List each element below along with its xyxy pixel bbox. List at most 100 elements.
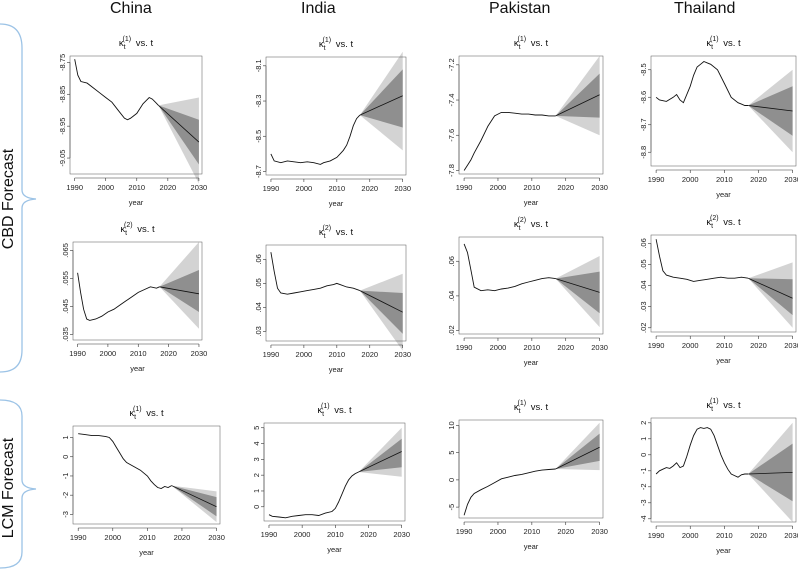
x-axis-label: year <box>524 198 539 207</box>
title-sub: t <box>134 414 136 421</box>
y-tick-label: 10 <box>447 421 456 429</box>
y-tick-label: .04 <box>254 302 263 312</box>
panel-china-cbd: κt(2) vs. t .035 .045 .055 .065 1990 2000 2010 2… <box>61 222 207 373</box>
y-tick-label: .05 <box>639 259 648 269</box>
x-tick-label: 2030 <box>208 533 225 542</box>
x-tick-label: 2000 <box>294 530 311 539</box>
x-tick-label: 2020 <box>750 341 767 350</box>
panel-thailand-cbd: κt(2) vs. t .02 .03 .04 .05 .06 1990 2000 2010 20… <box>639 215 798 365</box>
y-tick-label: -3 <box>639 499 648 506</box>
title-kappa: κ <box>706 217 711 228</box>
y-tick-label: -1 <box>61 473 70 480</box>
y-tick-label: -7.4 <box>447 94 456 107</box>
x-tick-label: 2020 <box>557 183 574 192</box>
forecast-band-inner <box>159 270 199 312</box>
title-rest: vs. t <box>528 402 548 413</box>
title-sup: (1) <box>321 403 330 410</box>
title-sup: (1) <box>518 400 527 407</box>
y-tick-label: -5 <box>447 504 456 511</box>
history-line <box>77 272 160 321</box>
x-tick-label: 2000 <box>490 343 507 352</box>
forecast-median-line <box>358 451 402 473</box>
history-line <box>463 243 556 292</box>
forecast-median-line <box>555 278 600 293</box>
x-tick-label: 2030 <box>191 349 208 358</box>
y-tick-label: 4 <box>252 441 261 445</box>
x-tick-label: 2000 <box>490 183 507 192</box>
forecast-band-inner <box>359 69 403 128</box>
x-axis-label: year <box>524 358 539 367</box>
x-tick-label: 1990 <box>456 183 473 192</box>
x-axis-label: year <box>139 548 154 557</box>
y-tick-label: .06 <box>254 254 263 264</box>
y-tick-label: 1 <box>252 489 261 493</box>
forecast-median-line <box>748 105 793 112</box>
title-rest: vs. t <box>333 39 353 50</box>
y-tick-label: -8.5 <box>254 130 263 143</box>
y-tick-label: 0 <box>639 453 648 457</box>
panel-china-lcm: κt(1) vs. t 1 0 -1 -2 -3 1990 2000 2010 2020 2030 y… <box>61 406 225 557</box>
title-kappa: κ <box>706 38 711 49</box>
title-kappa: κ <box>514 38 519 49</box>
x-tick-label: 1990 <box>261 530 278 539</box>
y-tick-label: -3 <box>61 511 70 518</box>
forecast-band-inner <box>748 278 793 316</box>
cbd-bracket <box>0 23 37 373</box>
x-tick-label: 2030 <box>591 343 608 352</box>
x-tick-label: 2030 <box>394 184 411 193</box>
panel-title: κt(2) vs. t <box>120 222 155 237</box>
plot-frame <box>72 241 203 341</box>
forecast-median-line <box>748 472 793 475</box>
y-tick-label: -8.5 <box>639 63 648 76</box>
plot-frame <box>72 425 221 525</box>
title-sup: (1) <box>710 36 719 43</box>
history-line <box>463 111 556 171</box>
y-tick-label: .035 <box>61 327 70 342</box>
x-tick-label: 2030 <box>393 530 410 539</box>
y-tick-label: -8.6 <box>639 91 648 104</box>
title-rest: vs. t <box>135 224 155 235</box>
x-tick-label: 2030 <box>784 175 798 184</box>
y-tick-label: .02 <box>639 323 648 333</box>
x-tick-label: 2000 <box>490 527 507 536</box>
panel-title: κt(2) vs. t <box>319 225 354 240</box>
x-tick-label: 2020 <box>557 343 574 352</box>
x-axis-label: year <box>329 199 344 208</box>
x-tick-label: 2010 <box>130 349 147 358</box>
forecast-band-inner <box>748 86 793 136</box>
x-tick-label: 2030 <box>191 183 208 192</box>
x-tick-label: 2000 <box>682 175 699 184</box>
panel-pakistan-cbd: κt(2) vs. t .02 .04 .06 1990 2000 2010 2020 2030… <box>447 217 608 367</box>
x-axis-label: year <box>329 365 344 374</box>
x-tick-label: 2020 <box>361 350 378 359</box>
y-tick-label: .03 <box>254 326 263 336</box>
x-tick-label: 1990 <box>66 183 83 192</box>
x-tick-label: 2020 <box>160 349 177 358</box>
y-tick-label: 5 <box>252 426 261 430</box>
x-tick-label: 2000 <box>296 184 313 193</box>
x-tick-label: 2010 <box>524 183 541 192</box>
y-tick-label: -4 <box>639 515 648 522</box>
panel-title: κt(2) vs. t <box>514 217 549 232</box>
title-rest: vs. t <box>721 400 741 411</box>
title-rest: vs. t <box>528 38 548 49</box>
history-line <box>655 239 749 282</box>
y-tick-label: 0 <box>447 478 456 482</box>
x-tick-label: 2000 <box>104 533 121 542</box>
column-title-pakistan: Pakistan <box>489 0 551 17</box>
x-tick-label: 1990 <box>456 343 473 352</box>
plot-frame <box>458 419 604 519</box>
y-tick-label: 1 <box>61 435 70 439</box>
plot-frame <box>650 55 797 167</box>
y-tick-label: .05 <box>254 278 263 288</box>
y-tick-label: -2 <box>61 492 70 499</box>
y-tick-label: -8.7 <box>254 165 263 178</box>
panel-thailand-lcm: κt(1) vs. t 2 1 0 -1 -2 -3 -4 1990 2000 2010 2020 20… <box>639 398 798 555</box>
x-tick-label: 2000 <box>97 183 114 192</box>
x-tick-label: 2030 <box>591 183 608 192</box>
forecast-band-inner <box>555 271 600 314</box>
x-axis-label: year <box>129 198 144 207</box>
row-label-lcm: LCM Forecast <box>0 437 17 539</box>
